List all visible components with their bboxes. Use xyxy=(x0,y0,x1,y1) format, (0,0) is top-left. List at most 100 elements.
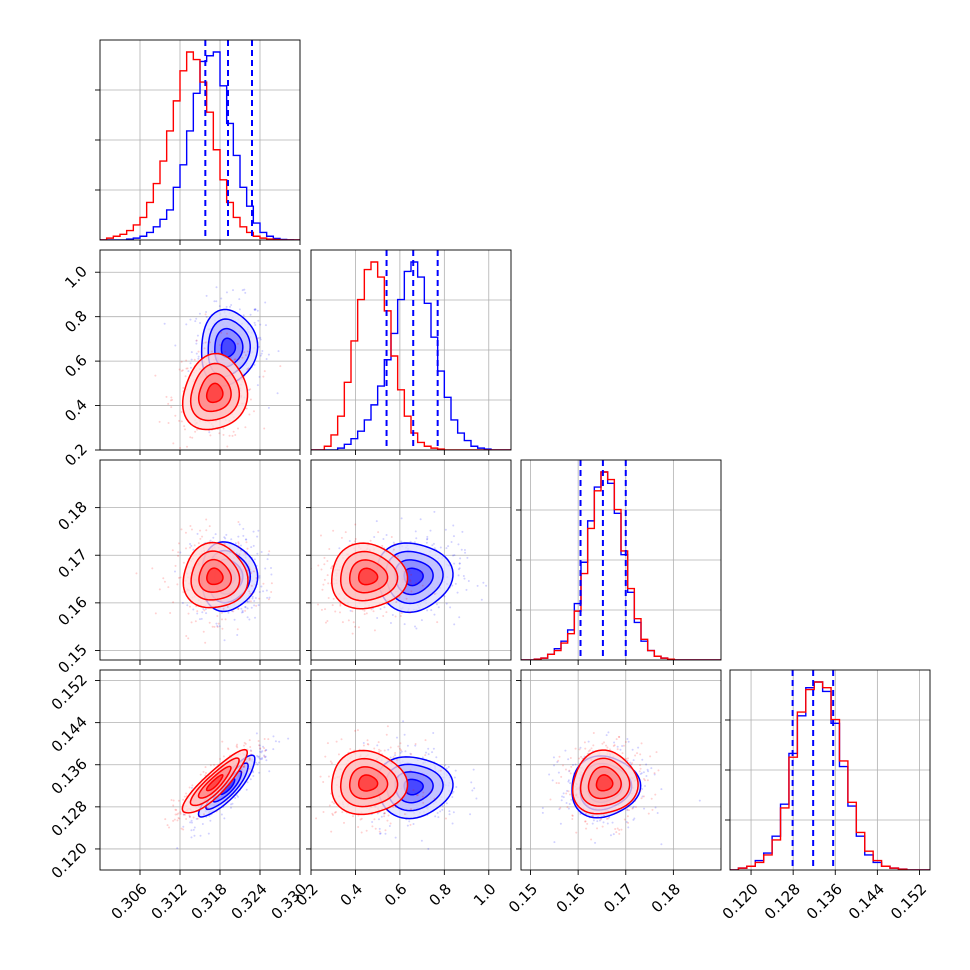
scatter-point xyxy=(624,740,627,743)
scatter-point xyxy=(389,621,392,624)
scatter-point xyxy=(622,744,625,747)
scatter-point xyxy=(448,813,451,816)
scatter-point xyxy=(201,535,204,538)
scatter-point xyxy=(198,618,201,621)
scatter-point xyxy=(265,358,268,361)
scatter-point xyxy=(258,597,261,600)
scatter-point xyxy=(452,535,455,538)
scatter-point xyxy=(222,427,225,430)
scatter-point xyxy=(640,797,643,800)
scatter-point xyxy=(181,602,184,605)
scatter-point xyxy=(394,806,397,809)
scatter-point xyxy=(184,428,187,431)
scatter-point xyxy=(240,607,243,610)
scatter-point xyxy=(261,350,264,353)
scatter-point xyxy=(209,819,212,822)
scatter-point xyxy=(220,331,223,334)
scatter-point xyxy=(598,819,601,822)
scatter-point xyxy=(199,529,202,532)
scatter-point xyxy=(248,618,251,621)
scatter-point xyxy=(242,534,245,537)
scatter-point xyxy=(399,742,402,745)
scatter-point xyxy=(256,754,259,757)
scatter-point xyxy=(389,822,392,825)
scatter-point xyxy=(320,568,323,571)
scatter-point xyxy=(394,751,397,754)
scatter-point xyxy=(259,747,262,750)
scatter-point xyxy=(414,743,417,746)
scatter-point xyxy=(177,799,180,802)
scatter-point xyxy=(419,580,422,583)
scatter-point xyxy=(190,351,193,354)
scatter-point xyxy=(183,425,186,428)
scatter-point xyxy=(410,573,413,576)
scatter-point xyxy=(441,808,444,811)
scatter-point xyxy=(439,810,442,813)
scatter-point xyxy=(410,583,413,586)
scatter-point xyxy=(556,761,559,764)
scatter-point xyxy=(574,763,577,766)
scatter-point xyxy=(386,725,389,728)
scatter-point xyxy=(204,341,207,344)
scatter-point xyxy=(222,607,225,610)
scatter-point xyxy=(422,773,425,776)
scatter-point xyxy=(234,796,237,799)
scatter-point xyxy=(351,610,354,613)
scatter-point xyxy=(403,733,406,736)
contour-line-1 xyxy=(181,352,249,431)
scatter-point xyxy=(247,367,250,370)
contour-line-1 xyxy=(181,748,248,814)
scatter-point xyxy=(422,801,425,804)
scatter-point xyxy=(184,375,187,378)
scatter-point xyxy=(248,413,251,416)
scatter-point xyxy=(351,632,354,635)
scatter-point xyxy=(385,733,388,736)
contour-line-1 xyxy=(197,372,232,413)
scatter-point xyxy=(451,795,454,798)
scatter-point xyxy=(452,790,455,793)
scatter-point xyxy=(357,825,360,828)
scatter-point xyxy=(192,816,195,819)
density-fill-1 xyxy=(206,383,223,403)
scatter-point xyxy=(259,338,262,341)
scatter-point xyxy=(414,625,417,628)
scatter-point xyxy=(654,806,657,809)
scatter-point xyxy=(201,822,204,825)
scatter-point xyxy=(646,779,649,782)
scatter-point xyxy=(567,758,570,761)
scatter-point xyxy=(190,821,193,824)
scatter-point xyxy=(331,565,334,568)
scatter-point xyxy=(172,819,175,822)
scatter-point xyxy=(244,742,247,745)
scatter-point xyxy=(373,818,376,821)
scatter-point xyxy=(266,558,269,561)
scatter-point xyxy=(634,806,637,809)
scatter-point xyxy=(557,759,560,762)
scatter-point xyxy=(451,584,454,587)
hist-panel-3: 0.120 0.128 0.136 0.144 0.152 xyxy=(719,669,931,923)
scatter-point xyxy=(171,549,174,552)
x-tick-label: 0.6 xyxy=(381,880,411,910)
contour-line-1 xyxy=(348,559,389,594)
scatter-point xyxy=(469,813,472,816)
scatter-point xyxy=(195,817,198,820)
scatter-point xyxy=(269,567,272,570)
scatter-point xyxy=(332,529,335,532)
scatter-point xyxy=(259,336,262,339)
scatter-point xyxy=(458,562,461,565)
scatter-point xyxy=(424,754,427,757)
scatter-point xyxy=(177,551,180,554)
scatter-point xyxy=(432,731,435,734)
scatter-point xyxy=(262,375,265,378)
scatter-point xyxy=(257,529,260,532)
scatter-point xyxy=(213,625,216,628)
scatter-point xyxy=(580,755,583,758)
scatter-point xyxy=(427,753,430,756)
scatter-point xyxy=(344,531,347,534)
scatter-point xyxy=(584,812,587,815)
scatter-point xyxy=(482,581,485,584)
scatter-point xyxy=(324,755,327,758)
scatter-point xyxy=(459,557,462,560)
scatter-point xyxy=(237,541,240,544)
scatter-point xyxy=(568,769,571,772)
